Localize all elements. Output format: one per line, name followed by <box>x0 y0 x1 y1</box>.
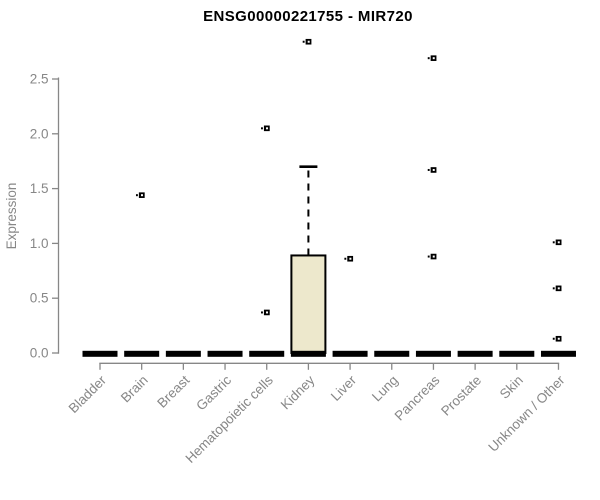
x-tick-label: Gastric <box>193 372 234 413</box>
y-tick-label: 1.0 <box>30 236 49 251</box>
x-tick-label: Skin <box>497 373 526 402</box>
x-tick-label: Liver <box>328 372 360 404</box>
median-bar <box>249 350 285 357</box>
median-bar <box>82 350 118 357</box>
chart-title: ENSG00000221755 - MIR720 <box>203 8 413 25</box>
outlier-point-tick <box>552 241 555 244</box>
outlier-point-tick <box>261 127 263 130</box>
y-tick-label: 2.5 <box>30 72 49 87</box>
median-bar <box>124 350 160 357</box>
outlier-point-tick <box>552 337 555 340</box>
x-tick-label: Lung <box>369 373 401 405</box>
outlier-point-tick <box>261 311 263 314</box>
y-tick-label: 1.5 <box>30 181 49 196</box>
outlier-point-tick <box>427 255 430 258</box>
box <box>290 254 327 354</box>
outlier-point-center <box>266 127 269 130</box>
outlier-point-tick <box>552 287 555 290</box>
median-bar <box>332 350 368 357</box>
median-bar <box>457 350 493 357</box>
outlier-point-center <box>140 194 143 197</box>
x-tick-label: Bladder <box>66 372 110 416</box>
outlier-point-center <box>307 40 310 43</box>
y-tick-label: 0.0 <box>30 346 49 361</box>
y-tick-label: 0.5 <box>30 291 49 306</box>
outlier-point-center <box>266 311 269 314</box>
outlier-point-center <box>432 255 435 258</box>
x-tick-label: Brain <box>118 373 151 406</box>
y-tick-label: 2.0 <box>30 126 49 141</box>
outlier-point-tick <box>135 194 138 197</box>
outlier-point-tick <box>344 257 347 260</box>
y-axis-title: Expression <box>4 183 19 250</box>
x-tick-label: Unknown / Other <box>485 372 568 455</box>
outlier-point-center <box>432 57 435 60</box>
x-tick-label: Breast <box>154 372 192 410</box>
x-tick-label: Kidney <box>278 372 318 412</box>
x-tick-label: Prostate <box>438 373 484 419</box>
outlier-point-center <box>557 337 560 340</box>
outlier-point-center <box>432 168 435 171</box>
outlier-point-center <box>557 241 560 244</box>
median-bar <box>540 350 576 357</box>
outlier-point-tick <box>427 57 430 60</box>
median-bar <box>415 350 451 357</box>
outlier-point-tick <box>427 168 430 171</box>
outlier-point-tick <box>302 40 305 43</box>
median-bar <box>499 350 535 357</box>
outlier-point-center <box>557 287 560 290</box>
x-tick-label: Pancreas <box>392 372 443 423</box>
outlier-point-center <box>349 257 352 260</box>
median-bar <box>374 350 410 357</box>
median-bar <box>290 350 326 357</box>
median-bar <box>207 350 243 357</box>
median-bar <box>165 350 201 357</box>
